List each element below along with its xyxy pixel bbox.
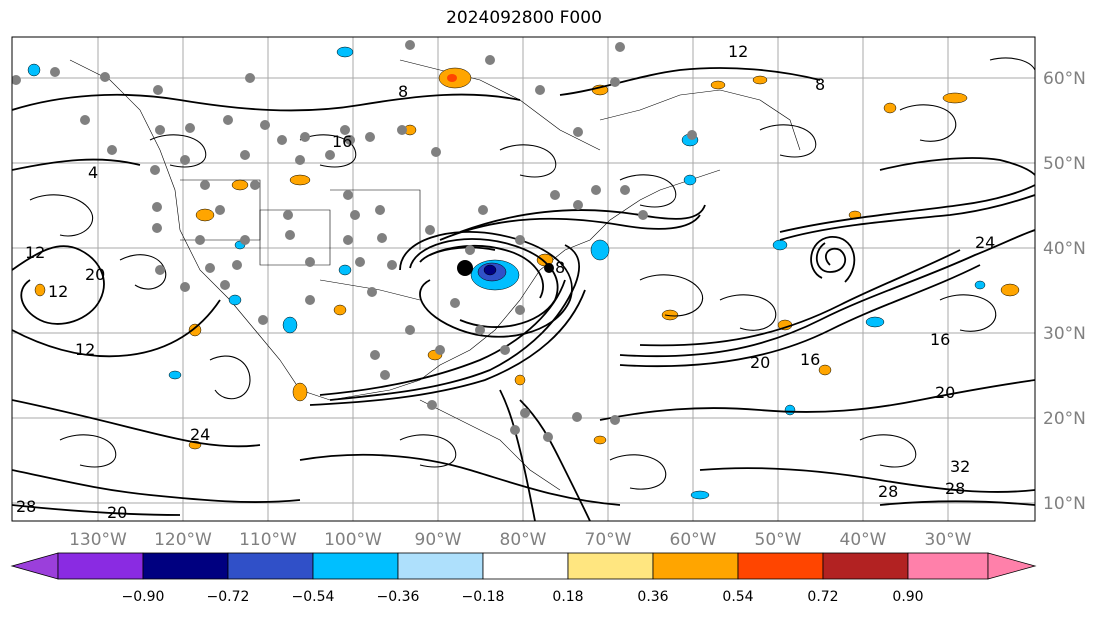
lat-label: 40°N	[1043, 239, 1086, 259]
lat-label: 50°N	[1043, 154, 1086, 174]
colorbar-tick: −0.18	[462, 589, 505, 605]
colorbar-tick: −0.90	[122, 589, 165, 605]
lon-label: 30°W	[925, 530, 972, 550]
lat-label: 30°N	[1043, 324, 1086, 344]
map-title: 2024092800 F000	[446, 8, 602, 28]
contour-label: 16	[930, 330, 950, 349]
longitude-labels: 130°W 120°W 110°W 100°W 90°W 80°W 70°W 6…	[69, 530, 972, 550]
colorbar-tick: −0.36	[377, 589, 420, 605]
graticule	[12, 37, 1035, 521]
colorbar-extend-low	[10, 552, 59, 580]
lon-label: 50°W	[755, 530, 802, 550]
contour-label: 28	[945, 479, 965, 498]
station-markers	[12, 40, 697, 442]
colorbar-tick: 0.18	[552, 589, 583, 605]
colorbar-tick: −0.72	[207, 589, 250, 605]
low-center-marker	[457, 260, 554, 276]
contour-label: 8	[555, 258, 565, 277]
contour-label: 12	[25, 243, 45, 262]
lat-label: 20°N	[1043, 409, 1086, 429]
contour-label: 20	[750, 353, 770, 372]
lat-label: 60°N	[1043, 69, 1086, 89]
contour-label-group: 12 4 8 12 12 8 16 28 20 28 20 24 16 20 3…	[16, 42, 995, 522]
lon-label: 90°W	[415, 530, 462, 550]
colorbar-extend-high	[987, 552, 1037, 580]
colorbar-tick: 0.90	[892, 589, 923, 605]
low-center-shading	[470, 259, 520, 291]
contour-label: 8	[398, 82, 408, 101]
contour-label: 12	[75, 340, 95, 359]
contour-label: 20	[85, 265, 105, 284]
lon-label: 120°W	[154, 530, 212, 550]
colorbar-tick-labels: −0.90 −0.72 −0.54 −0.36 −0.18 0.18 0.36 …	[122, 589, 924, 605]
contour-label: 20	[935, 383, 955, 402]
contour-label: 24	[190, 425, 210, 444]
colorbar-tick: 0.36	[637, 589, 668, 605]
colorbar-tick: 0.72	[807, 589, 838, 605]
lon-label: 100°W	[324, 530, 382, 550]
contour-label: 28	[878, 482, 898, 501]
map-frame	[11, 36, 1036, 522]
contour-label: 32	[950, 457, 970, 476]
lon-label: 80°W	[500, 530, 547, 550]
contour-label: 12	[728, 42, 748, 61]
positive-shading-core	[447, 74, 457, 82]
contour-label: 28	[16, 497, 36, 516]
colorbar	[10, 552, 1037, 580]
lat-label: 10°N	[1043, 494, 1086, 514]
lon-label: 40°W	[840, 530, 887, 550]
contour-label: 4	[88, 163, 98, 182]
contour-label: 24	[975, 233, 995, 252]
secondary-contours	[29, 57, 1035, 490]
contour-label: 20	[107, 503, 127, 522]
lon-label: 110°W	[239, 530, 297, 550]
positive-shading	[34, 67, 1020, 450]
lon-label: 130°W	[69, 530, 127, 550]
colorbar-tick: −0.54	[292, 589, 335, 605]
contour-label: 16	[800, 350, 820, 369]
geopotential-contours	[12, 67, 1035, 521]
contour-label: 8	[815, 75, 825, 94]
colorbar-tick: 0.54	[722, 589, 753, 605]
contour-label: 12	[48, 282, 68, 301]
lon-label: 60°W	[670, 530, 717, 550]
contour-label: 16	[332, 132, 352, 151]
lon-label: 70°W	[585, 530, 632, 550]
latitude-labels: 60°N 50°N 40°N 30°N 20°N 10°N	[1043, 69, 1086, 514]
